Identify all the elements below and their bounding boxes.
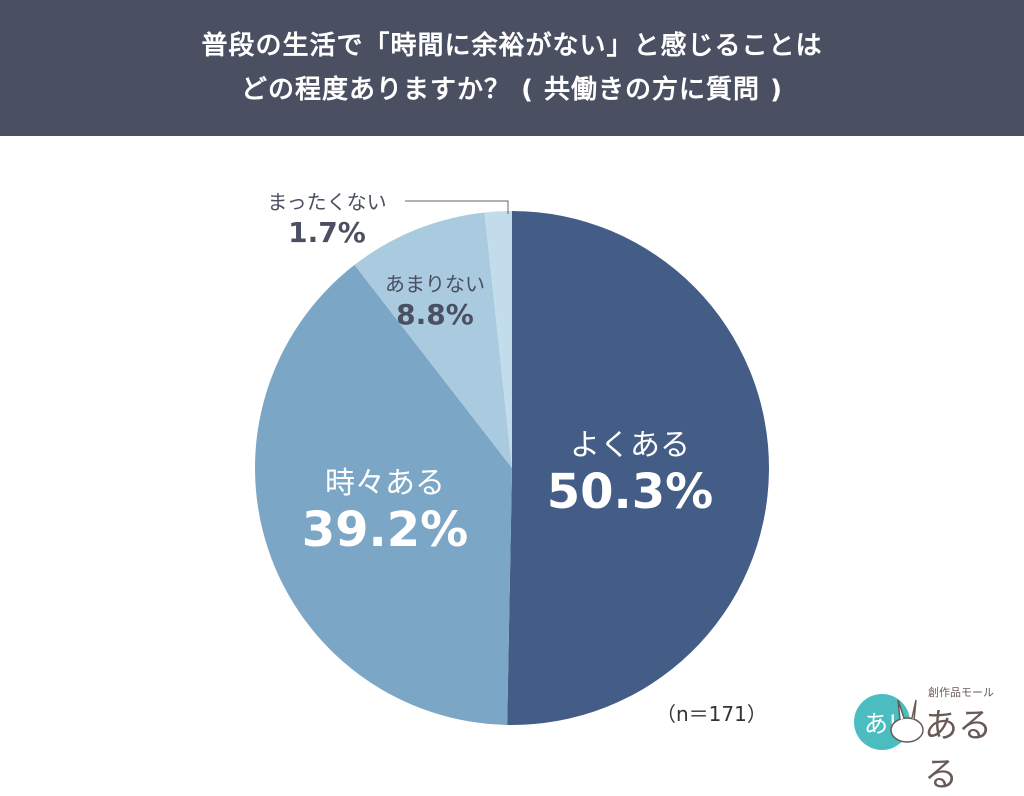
slice-label-amari-nai: あまりない 8.8% <box>385 272 485 331</box>
chart-title-line-1: 普段の生活で「時間に余裕がない」と感じることは <box>201 31 823 61</box>
pie-slice-2 <box>354 212 512 468</box>
slice-label-mattaku-nai: まったくない 1.7% <box>267 190 387 249</box>
chart-title-banner: 普段の生活で「時間に余裕がない」と感じることは どの程度ありますか？ ( 共働き… <box>0 0 1024 136</box>
sample-size-note: （n＝171） <box>656 702 767 726</box>
pie-slice-0 <box>507 211 770 725</box>
pie-slice-1 <box>255 264 513 725</box>
pie-slice-3 <box>484 211 512 468</box>
slice-label-tokidoki-aru: 時々ある 39.2% <box>301 466 469 558</box>
chart-title-line-2: どの程度ありますか？ ( 共働きの方に質問 ) <box>241 75 783 105</box>
brand-logo: あ! 創作品モール あるる <box>852 682 1012 795</box>
slice-label-yoku-aru: よくある 50.3% <box>546 428 714 520</box>
pie-chart <box>255 200 770 725</box>
rabbit-logo-icon: あ! <box>854 694 924 750</box>
leader-line <box>405 200 509 214</box>
